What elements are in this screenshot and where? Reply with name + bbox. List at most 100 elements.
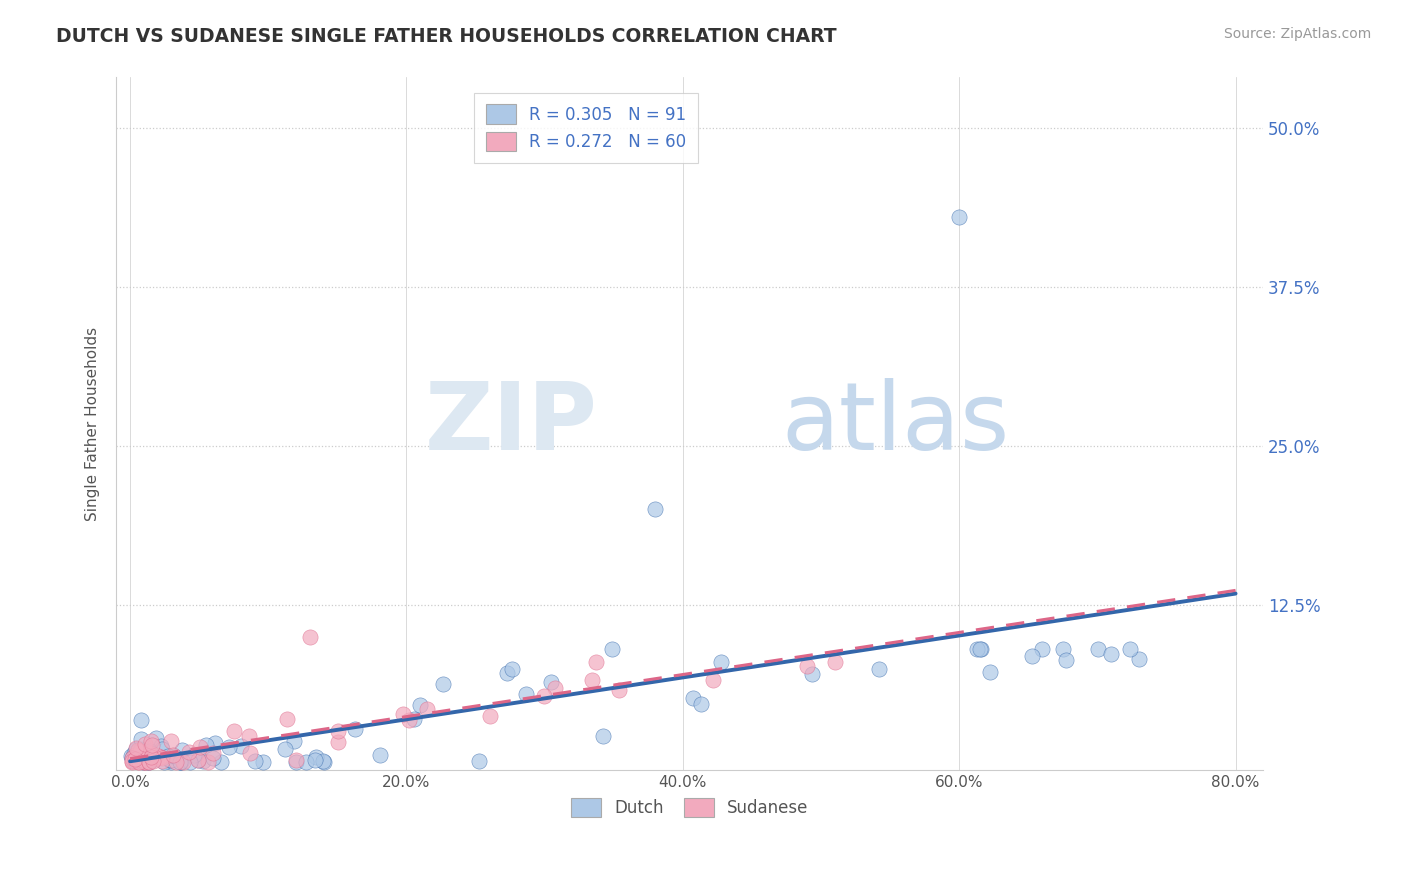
Point <box>392 706 415 721</box>
Point <box>135 756 157 770</box>
Point <box>690 697 713 711</box>
Point <box>284 752 307 766</box>
Point <box>170 752 193 766</box>
Text: Source: ZipAtlas.com: Source: ZipAtlas.com <box>1223 27 1371 41</box>
Point <box>127 756 149 770</box>
Point <box>285 756 308 770</box>
Point <box>796 658 818 673</box>
Point <box>276 712 298 726</box>
Point <box>150 750 173 764</box>
Point <box>121 748 143 763</box>
Point <box>132 753 155 767</box>
Point <box>970 642 993 657</box>
Point <box>1087 642 1109 657</box>
Point <box>129 741 152 756</box>
Point <box>128 751 150 765</box>
Point <box>138 756 160 770</box>
Point <box>948 211 970 225</box>
Point <box>222 723 245 738</box>
Point <box>127 741 149 756</box>
Point <box>969 642 991 657</box>
Point <box>187 753 209 767</box>
Point <box>160 756 183 770</box>
Point <box>592 729 614 743</box>
Point <box>121 751 143 765</box>
Point <box>183 748 205 763</box>
Point <box>478 709 501 723</box>
Point <box>800 667 823 681</box>
Point <box>169 756 191 770</box>
Point <box>127 749 149 764</box>
Point <box>1052 642 1074 657</box>
Point <box>150 741 173 756</box>
Point <box>202 747 225 761</box>
Point <box>165 756 187 770</box>
Point <box>143 752 166 766</box>
Point <box>122 753 145 767</box>
Point <box>305 750 328 764</box>
Legend: Dutch, Sudanese: Dutch, Sudanese <box>564 791 815 824</box>
Point <box>139 744 162 758</box>
Point <box>121 754 143 768</box>
Point <box>124 747 146 762</box>
Point <box>156 749 179 764</box>
Point <box>128 753 150 767</box>
Point <box>283 734 305 748</box>
Point <box>138 756 160 770</box>
Point <box>127 742 149 756</box>
Point <box>134 737 156 751</box>
Point <box>145 748 167 763</box>
Text: atlas: atlas <box>782 377 1010 470</box>
Text: DUTCH VS SUDANESE SINGLE FATHER HOUSEHOLDS CORRELATION CHART: DUTCH VS SUDANESE SINGLE FATHER HOUSEHOL… <box>56 27 837 45</box>
Point <box>194 738 217 752</box>
Point <box>312 754 335 768</box>
Point <box>124 752 146 766</box>
Point <box>149 750 172 764</box>
Point <box>304 754 326 768</box>
Point <box>139 755 162 769</box>
Point <box>540 675 562 690</box>
Point <box>501 662 523 676</box>
Point <box>128 743 150 757</box>
Point <box>468 754 491 768</box>
Point <box>138 746 160 760</box>
Point <box>312 755 335 769</box>
Point <box>432 677 454 691</box>
Point <box>145 731 167 745</box>
Point <box>141 738 163 752</box>
Point <box>1031 642 1053 657</box>
Point <box>138 756 160 770</box>
Point <box>274 742 297 756</box>
Point <box>581 673 603 687</box>
Point <box>169 756 191 770</box>
Text: ZIP: ZIP <box>425 377 598 470</box>
Point <box>204 736 226 750</box>
Point <box>979 665 1001 679</box>
Point <box>128 756 150 770</box>
Point <box>132 756 155 770</box>
Point <box>644 502 666 516</box>
Point <box>122 747 145 761</box>
Point <box>121 756 143 770</box>
Point <box>544 681 567 695</box>
Point <box>125 742 148 756</box>
Point <box>131 751 153 765</box>
Point <box>218 740 240 755</box>
Point <box>1128 651 1150 665</box>
Point <box>294 756 316 770</box>
Point <box>138 744 160 758</box>
Point <box>495 666 517 681</box>
Point <box>682 690 704 705</box>
Point <box>191 755 214 769</box>
Point <box>868 662 890 676</box>
Point <box>344 722 367 736</box>
Point <box>172 755 194 769</box>
Point <box>209 756 232 770</box>
Point <box>239 747 262 761</box>
Point <box>179 756 201 770</box>
Point <box>243 754 266 768</box>
Point <box>159 753 181 767</box>
Point <box>824 655 846 669</box>
Point <box>129 713 152 727</box>
Point <box>145 751 167 765</box>
